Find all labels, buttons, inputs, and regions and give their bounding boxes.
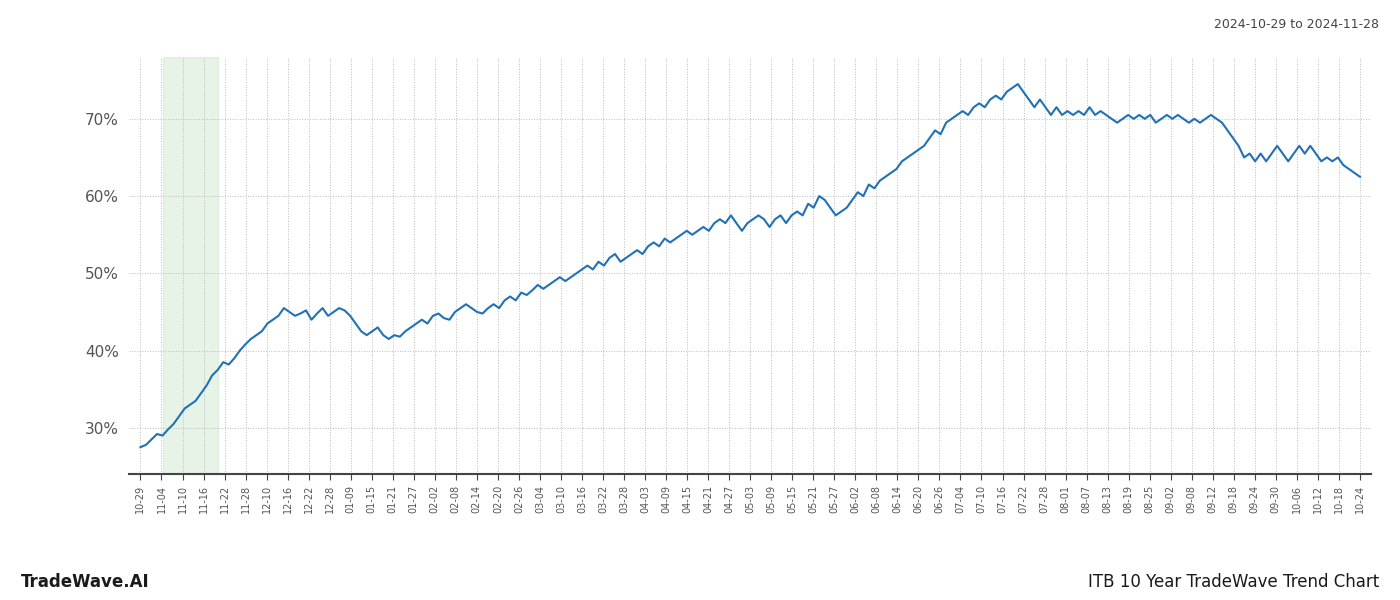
Text: TradeWave.AI: TradeWave.AI [21, 573, 150, 591]
Bar [162, 57, 218, 474]
Text: 2024-10-29 to 2024-11-28: 2024-10-29 to 2024-11-28 [1214, 18, 1379, 31]
Text: ITB 10 Year TradeWave Trend Chart: ITB 10 Year TradeWave Trend Chart [1088, 573, 1379, 591]
